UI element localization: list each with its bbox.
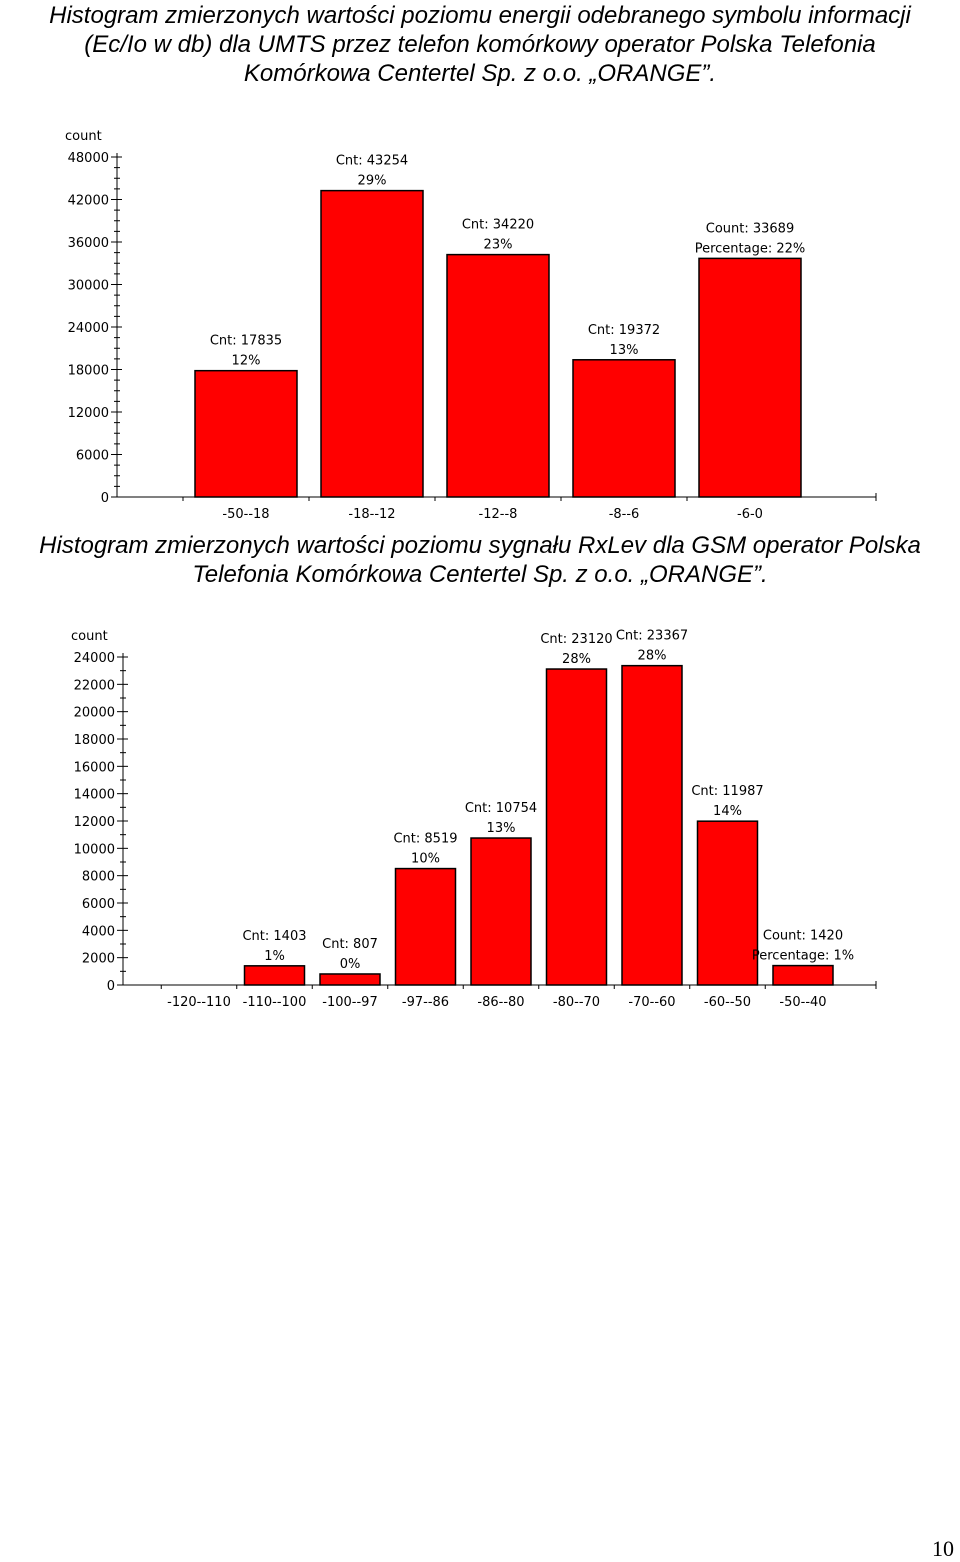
y-tick-label: 22000	[74, 678, 115, 693]
y-tick-label: 4000	[82, 924, 115, 939]
x-tick-label: -12--8	[479, 507, 518, 522]
y-tick-label: 2000	[82, 952, 115, 967]
bar-percent-label: 28%	[638, 649, 667, 664]
y-tick-label: 20000	[74, 706, 115, 721]
y-tick-label: 42000	[68, 194, 109, 209]
y-tick-label: 48000	[68, 151, 109, 166]
bar-count-label: Cnt: 11987	[691, 784, 763, 799]
y-axis-label: count	[65, 129, 102, 144]
y-tick-label: 30000	[68, 279, 109, 294]
x-tick-label: -50--40	[779, 995, 826, 1010]
x-tick-label: -60--50	[704, 995, 751, 1010]
y-tick-label: 14000	[74, 788, 115, 803]
x-tick-label: -6-0	[737, 507, 763, 522]
x-tick-label: -97--86	[402, 995, 449, 1010]
bar	[394, 867, 457, 986]
bar-count-label: Cnt: 807	[322, 937, 378, 952]
second-chart-caption: Histogram zmierzonych wartości poziomu s…	[0, 531, 960, 589]
y-tick-label: 6000	[76, 449, 109, 464]
y-tick-label: 12000	[68, 406, 109, 421]
caption-line: Telefonia Komórkowa Centertel Sp. z o.o.…	[192, 561, 768, 588]
bar	[319, 973, 381, 986]
x-tick-label: -100--97	[322, 995, 377, 1010]
y-tick-label: 18000	[68, 364, 109, 379]
x-tick-label: -110--100	[243, 995, 307, 1010]
bar	[194, 369, 298, 498]
bar-percent-label: 28%	[562, 652, 591, 667]
bar-count-label: Cnt: 23367	[616, 629, 688, 644]
bar	[772, 964, 834, 986]
x-tick-label: -120--110	[167, 995, 231, 1010]
y-tick-label: 24000	[68, 321, 109, 336]
bar-count-label: Cnt: 8519	[393, 832, 457, 847]
bar-count-label: Cnt: 17835	[210, 334, 282, 349]
bar-percent-label: 0%	[340, 957, 361, 972]
caption-line: Komórkowa Centertel Sp. z o.o. „ORANGE”.	[243, 60, 717, 87]
bar	[243, 965, 306, 986]
x-tick-label: -8--6	[609, 507, 640, 522]
bar	[572, 359, 676, 498]
bar	[320, 189, 424, 498]
bar-count-label: Cnt: 34220	[462, 218, 534, 233]
bar-percent-label: 1%	[264, 949, 285, 964]
y-tick-label: 8000	[82, 870, 115, 885]
y-tick-label: 36000	[68, 236, 109, 251]
bar-count-label: Count: 33689	[706, 221, 794, 236]
x-tick-label: -70--60	[628, 995, 675, 1010]
first-chart-caption: Histogram zmierzonych wartości poziomu e…	[0, 1, 960, 88]
bar-count-label: Cnt: 10754	[465, 801, 537, 816]
y-tick-label: 16000	[74, 760, 115, 775]
x-tick-label: -80--70	[553, 995, 600, 1010]
bar-count-label: Cnt: 19372	[588, 323, 660, 338]
y-tick-label: 0	[107, 979, 115, 994]
caption-line: Histogram zmierzonych wartości poziomu s…	[39, 532, 921, 559]
rxlev-histogram-chart: count 0 2000 4000 6000 8000 10000 12000 14000 160…	[71, 629, 877, 1010]
bar	[470, 837, 532, 986]
y-tick-label: 18000	[74, 733, 115, 748]
page-number: 10	[932, 1536, 954, 1561]
bar	[698, 257, 802, 498]
bar	[696, 820, 759, 986]
x-tick-label: -50--18	[222, 507, 269, 522]
ecio-histogram-chart: count 0 6000 12000 18000 24000 30000 36000 42000…	[65, 129, 877, 522]
bar-count-label: Count: 1420	[763, 929, 843, 944]
bar-percent-label: 13%	[487, 821, 516, 836]
x-tick-label: -86--80	[477, 995, 524, 1010]
bar-percent-label: 10%	[411, 852, 440, 867]
bar-count-label: Cnt: 23120	[540, 632, 612, 647]
bar	[621, 664, 683, 986]
bar-percent-label: 12%	[232, 354, 261, 369]
bar-percent-label: 29%	[358, 174, 387, 189]
bar	[446, 253, 550, 498]
bar	[545, 668, 608, 986]
bar-percent-label: 13%	[610, 343, 639, 358]
bar-percent-label: 14%	[713, 804, 742, 819]
y-tick-label: 10000	[74, 842, 115, 857]
y-axis-label: count	[71, 629, 108, 644]
y-tick-label: 6000	[82, 897, 115, 912]
caption-line: Histogram zmierzonych wartości poziomu e…	[49, 2, 911, 29]
bar-count-label: Cnt: 1403	[242, 929, 306, 944]
bar-percent-label: Percentage: 22%	[695, 241, 806, 256]
y-tick-label: 12000	[74, 815, 115, 830]
y-tick-label: 24000	[74, 651, 115, 666]
x-tick-label: -18--12	[348, 507, 395, 522]
bar-percent-label: Percentage: 1%	[752, 949, 854, 964]
y-tick-label: 0	[101, 491, 109, 506]
caption-line: (Ec/Io w db) dla UMTS przez telefon komó…	[84, 31, 876, 58]
bar-percent-label: 23%	[484, 238, 513, 253]
bar-count-label: Cnt: 43254	[336, 154, 408, 169]
